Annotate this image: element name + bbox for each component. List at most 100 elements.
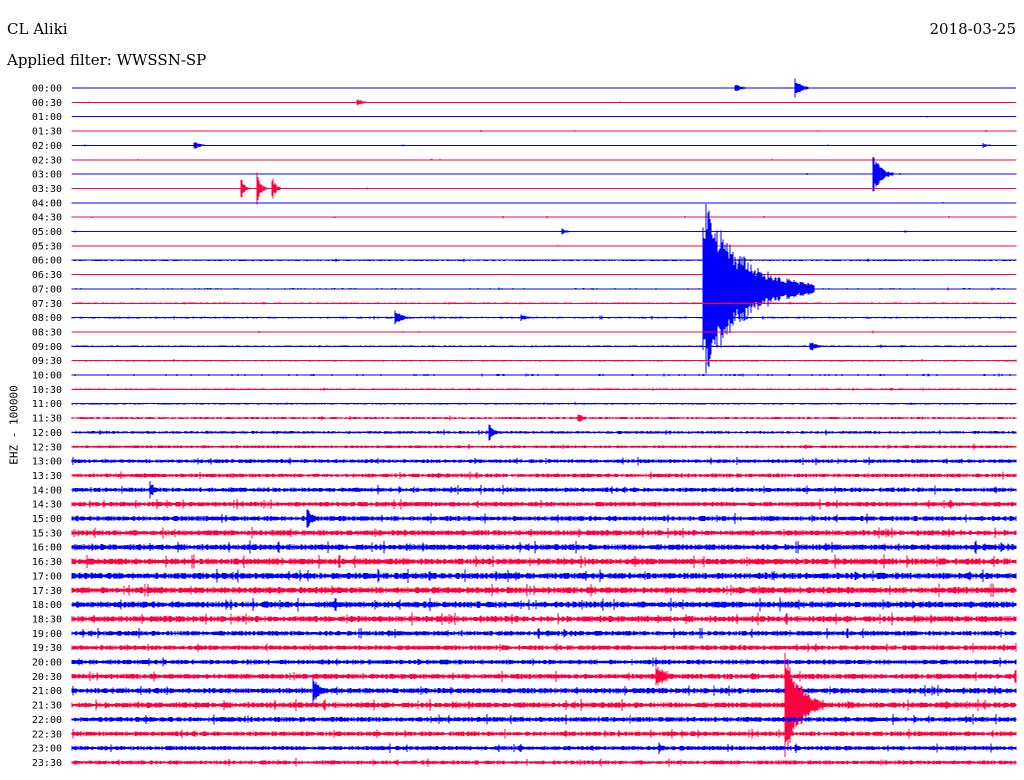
trace-1700 [71,569,1017,583]
trace-2000 [71,657,1017,667]
row-label-0300: 03:00 [32,170,62,181]
row-label-0030: 00:30 [32,98,62,109]
trace-0830 [71,330,1017,334]
row-label-2030: 20:30 [32,672,62,683]
row-label-1400: 14:00 [32,485,62,496]
row-label-2000: 20:00 [32,658,62,669]
row-label-0630: 06:30 [32,270,62,281]
row-label-1100: 11:00 [32,399,62,410]
row-label-0900: 09:00 [32,342,62,353]
trace-2130 [71,653,1017,757]
trace-0700 [71,204,1017,374]
trace-2300 [71,742,1017,754]
trace-1130 [71,414,1017,422]
row-label-0430: 04:30 [32,213,62,224]
trace-1400 [71,481,1017,499]
row-label-0200: 02:00 [32,141,62,152]
row-label-1230: 12:30 [32,442,62,453]
row-label-1930: 19:30 [32,643,62,654]
row-label-1200: 12:00 [32,428,62,439]
row-label-0930: 09:30 [32,356,62,367]
trace-0100 [71,116,1017,118]
trace-1530 [71,527,1017,539]
trace-0130 [71,130,1017,133]
row-label-1530: 15:30 [32,528,62,539]
row-label-0000: 00:00 [32,84,62,95]
trace-1600 [71,540,1017,554]
row-label-2100: 21:00 [32,686,62,697]
row-label-1800: 18:00 [32,600,62,611]
row-label-0130: 01:30 [32,127,62,138]
row-label-1030: 10:30 [32,385,62,396]
trace-1500 [71,509,1017,528]
trace-0630 [71,274,1017,276]
trace-0200 [71,141,1017,149]
trace-1030 [71,387,1017,392]
trace-1330 [71,471,1017,480]
row-label-2130: 21:30 [32,701,62,712]
trace-0900 [71,342,1017,351]
traces [71,78,1017,767]
trace-1430 [71,498,1017,510]
row-label-1130: 11:30 [32,414,62,425]
filter-label: Applied filter: WWSSN-SP [7,51,207,69]
trace-0030 [71,99,1017,106]
row-label-2230: 22:30 [32,729,62,740]
trace-0430 [71,215,1017,219]
trace-1000 [71,373,1017,377]
trace-1630 [71,554,1017,569]
row-label-1430: 14:30 [32,500,62,511]
trace-1230 [71,443,1017,450]
trace-0400 [71,201,1017,204]
row-label-0230: 02:30 [32,155,62,166]
trace-2030 [71,667,1017,686]
trace-1100 [71,402,1017,406]
row-labels: 00:00 00:30 01:00 01:30 02:00 02:30 03:00 03:30… [32,84,62,769]
trace-0330 [71,172,1017,205]
row-label-1500: 15:00 [32,514,62,525]
row-label-0600: 06:00 [32,256,62,267]
trace-1800 [71,597,1017,612]
row-label-0330: 03:30 [32,184,62,195]
row-label-1300: 13:00 [32,457,62,468]
row-label-0830: 08:30 [32,327,62,338]
row-label-1900: 19:00 [32,629,62,640]
trace-0600 [71,258,1017,262]
trace-2230 [71,728,1017,739]
trace-1200 [71,424,1017,441]
row-label-1600: 16:00 [32,543,62,554]
row-label-1630: 16:30 [32,557,62,568]
row-label-0400: 04:00 [32,198,62,209]
row-label-0530: 05:30 [32,241,62,252]
trace-0230 [71,159,1017,161]
trace-0930 [71,359,1017,363]
trace-0530 [71,245,1017,247]
row-label-0100: 01:00 [32,112,62,123]
row-label-2330: 23:30 [32,758,62,769]
row-label-0500: 05:00 [32,227,62,238]
row-label-1730: 17:30 [32,586,62,597]
row-label-0800: 08:00 [32,313,62,324]
trace-1930 [71,643,1017,653]
trace-2200 [71,713,1017,725]
trace-1730 [71,583,1017,598]
trace-1830 [71,612,1017,626]
trace-2330 [71,758,1017,767]
trace-0800 [71,310,1017,325]
row-label-0700: 07:00 [32,284,62,295]
date-label: 2018-03-25 [929,20,1016,38]
station-title: CL Aliki [7,20,68,38]
row-label-1330: 13:30 [32,471,62,482]
row-label-2300: 23:00 [32,744,62,755]
row-label-1700: 17:00 [32,571,62,582]
trace-1300 [71,456,1017,466]
trace-0500 [71,228,1017,235]
row-label-1830: 18:30 [32,614,62,625]
trace-0300 [71,156,1017,192]
trace-2100 [71,677,1017,704]
trace-1900 [71,627,1017,639]
trace-0000 [71,78,1017,98]
row-label-0730: 07:30 [32,299,62,310]
trace-0730 [71,301,1017,305]
